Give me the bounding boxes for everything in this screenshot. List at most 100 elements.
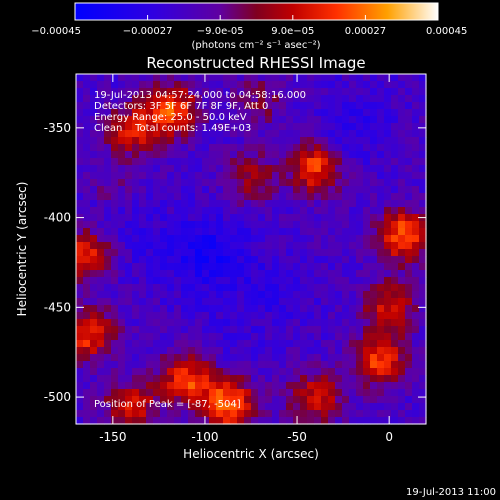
heatmap-cell [328,312,336,320]
heatmap-cell [286,354,294,362]
heatmap-cell [146,144,154,152]
heatmap-cell [384,221,392,229]
heatmap-cell [202,130,210,138]
heatmap-cell [153,305,161,313]
heatmap-cell [349,207,357,215]
heatmap-cell [244,186,252,194]
heatmap-cell [188,333,196,341]
heatmap-cell [132,375,140,383]
heatmap-cell [174,144,182,152]
heatmap-cell [391,361,399,369]
heatmap-cell [181,361,189,369]
heatmap-cell [363,389,371,397]
heatmap-cell [209,263,217,271]
heatmap-cell [342,193,350,201]
heatmap-cell [384,361,392,369]
heatmap-cell [419,102,427,110]
heatmap-cell [314,130,322,138]
heatmap-cell [139,123,147,131]
heatmap-cell [76,354,84,362]
heatmap-cell [125,354,133,362]
heatmap-cell [251,382,259,390]
heatmap-cell [216,347,224,355]
heatmap-cell [272,109,280,117]
heatmap-cell [167,130,175,138]
heatmap-cell [370,298,378,306]
heatmap-cell [286,137,294,145]
heatmap-cell [391,347,399,355]
heatmap-cell [223,375,231,383]
heatmap-cell [132,263,140,271]
heatmap-cell [202,354,210,362]
heatmap-cell [111,340,119,348]
heatmap-cell [300,81,308,89]
heatmap-cell [174,403,182,411]
heatmap-cell [111,74,119,82]
heatmap-cell [391,305,399,313]
heatmap-cell [251,305,259,313]
heatmap-cell [265,277,273,285]
heatmap-cell [244,221,252,229]
heatmap-cell [209,312,217,320]
heatmap-cell [118,340,126,348]
heatmap-cell [118,403,126,411]
heatmap-cell [237,361,245,369]
heatmap-cell [265,319,273,327]
heatmap-cell [230,270,238,278]
heatmap-cell [146,95,154,103]
heatmap-cell [132,151,140,159]
y-axis-label: Heliocentric Y (arcsec) [15,182,29,317]
heatmap-cell [216,284,224,292]
heatmap-cell [370,144,378,152]
heatmap-cell [146,382,154,390]
heatmap-cell [237,382,245,390]
heatmap-cell [230,361,238,369]
heatmap-cell [279,298,287,306]
heatmap-cell [188,123,196,131]
heatmap-cell [349,361,357,369]
heatmap-cell [377,326,385,334]
heatmap-cell [265,403,273,411]
heatmap-cell [244,368,252,376]
heatmap-cell [265,242,273,250]
heatmap-cell [216,123,224,131]
heatmap-cell [146,158,154,166]
heatmap-cell [181,389,189,397]
heatmap-cell [293,116,301,124]
heatmap-cell [139,179,147,187]
chart-title: Reconstructed RHESSI Image [146,54,365,72]
heatmap-cell [384,333,392,341]
heatmap-cell [272,102,280,110]
heatmap-cell [188,235,196,243]
heatmap-cell [111,277,119,285]
heatmap-cell [174,116,182,124]
heatmap-cell [300,116,308,124]
heatmap-cell [76,116,84,124]
heatmap-cell [160,179,168,187]
heatmap-cell [188,396,196,404]
heatmap-cell [307,228,315,236]
heatmap-cell [265,207,273,215]
heatmap-cell [209,270,217,278]
heatmap-cell [244,200,252,208]
heatmap-cell [118,298,126,306]
heatmap-cell [230,340,238,348]
heatmap-cell [160,200,168,208]
heatmap-cell [307,74,315,82]
heatmap-cell [139,291,147,299]
heatmap-cell [335,396,343,404]
heatmap-cell [90,235,98,243]
heatmap-cell [188,347,196,355]
heatmap-cell [370,333,378,341]
heatmap-cell [419,347,427,355]
heatmap-cell [97,256,105,264]
heatmap-cell [90,130,98,138]
heatmap-cell [349,375,357,383]
heatmap-cell [321,298,329,306]
heatmap-cell [300,312,308,320]
heatmap-cell [195,256,203,264]
heatmap-cell [363,172,371,180]
heatmap-cell [391,333,399,341]
heatmap-cell [244,81,252,89]
annotation-energy-range: Energy Range: 25.0 - 50.0 keV [94,112,247,123]
